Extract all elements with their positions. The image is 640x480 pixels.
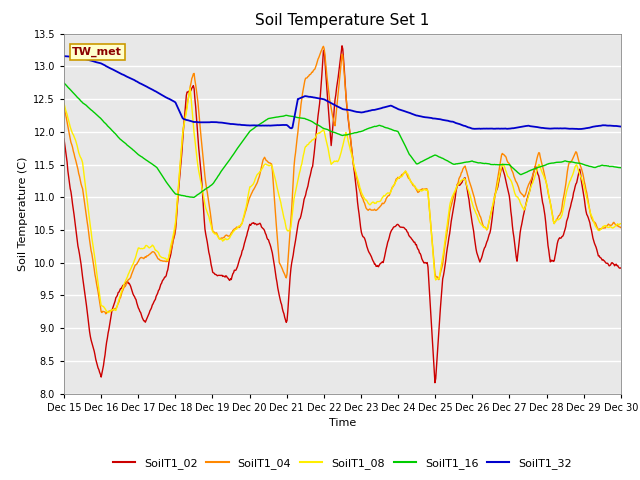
SoilT1_08 <box>60 101 68 107</box>
SoilT1_32 <box>617 124 625 130</box>
Line: SoilT1_32: SoilT1_32 <box>64 56 621 129</box>
Line: SoilT1_04: SoilT1_04 <box>64 47 621 314</box>
SoilT1_16 <box>428 154 435 160</box>
SoilT1_32 <box>184 118 192 123</box>
SoilT1_04 <box>428 234 436 240</box>
SoilT1_02 <box>70 212 78 217</box>
SoilT1_08 <box>186 85 194 91</box>
SoilT1_04 <box>102 311 109 317</box>
SoilT1_04 <box>60 104 68 109</box>
SoilT1_32 <box>410 112 418 118</box>
SoilT1_08 <box>412 184 419 190</box>
SoilT1_04 <box>70 151 78 156</box>
Line: SoilT1_02: SoilT1_02 <box>64 46 621 383</box>
SoilT1_16 <box>60 80 68 86</box>
SoilT1_02 <box>184 89 192 95</box>
SoilT1_16 <box>184 194 192 200</box>
SoilT1_16 <box>214 173 222 179</box>
SoilT1_16 <box>617 165 625 170</box>
Title: Soil Temperature Set 1: Soil Temperature Set 1 <box>255 13 429 28</box>
SoilT1_02 <box>60 136 68 142</box>
SoilT1_16 <box>411 158 419 164</box>
SoilT1_08 <box>185 93 193 99</box>
SoilT1_08 <box>428 235 436 241</box>
X-axis label: Time: Time <box>329 418 356 428</box>
SoilT1_08 <box>617 221 625 227</box>
Text: TW_met: TW_met <box>72 47 122 58</box>
SoilT1_16 <box>127 145 135 151</box>
SoilT1_16 <box>70 91 78 96</box>
SoilT1_02 <box>617 265 625 271</box>
Line: SoilT1_16: SoilT1_16 <box>64 83 621 197</box>
SoilT1_08 <box>104 310 112 315</box>
Line: SoilT1_08: SoilT1_08 <box>64 88 621 312</box>
SoilT1_04 <box>617 225 625 230</box>
SoilT1_02 <box>411 240 419 245</box>
SoilT1_02 <box>214 273 221 279</box>
SoilT1_32 <box>60 53 68 59</box>
Legend: SoilT1_02, SoilT1_04, SoilT1_08, SoilT1_16, SoilT1_32: SoilT1_02, SoilT1_04, SoilT1_08, SoilT1_… <box>108 453 577 473</box>
SoilT1_32 <box>577 126 584 132</box>
SoilT1_04 <box>128 270 136 276</box>
SoilT1_02 <box>127 286 135 291</box>
SoilT1_32 <box>214 120 221 125</box>
SoilT1_04 <box>214 234 222 240</box>
Y-axis label: Soil Temperature (C): Soil Temperature (C) <box>18 156 28 271</box>
SoilT1_32 <box>127 76 135 82</box>
SoilT1_08 <box>128 263 136 268</box>
SoilT1_32 <box>70 54 78 60</box>
SoilT1_02 <box>338 43 346 48</box>
SoilT1_04 <box>185 94 193 99</box>
SoilT1_04 <box>412 185 419 191</box>
SoilT1_08 <box>70 134 78 140</box>
SoilT1_16 <box>189 194 197 200</box>
SoilT1_02 <box>428 314 435 320</box>
SoilT1_04 <box>319 44 327 49</box>
SoilT1_02 <box>431 380 439 385</box>
SoilT1_32 <box>426 115 434 120</box>
SoilT1_08 <box>215 236 223 241</box>
